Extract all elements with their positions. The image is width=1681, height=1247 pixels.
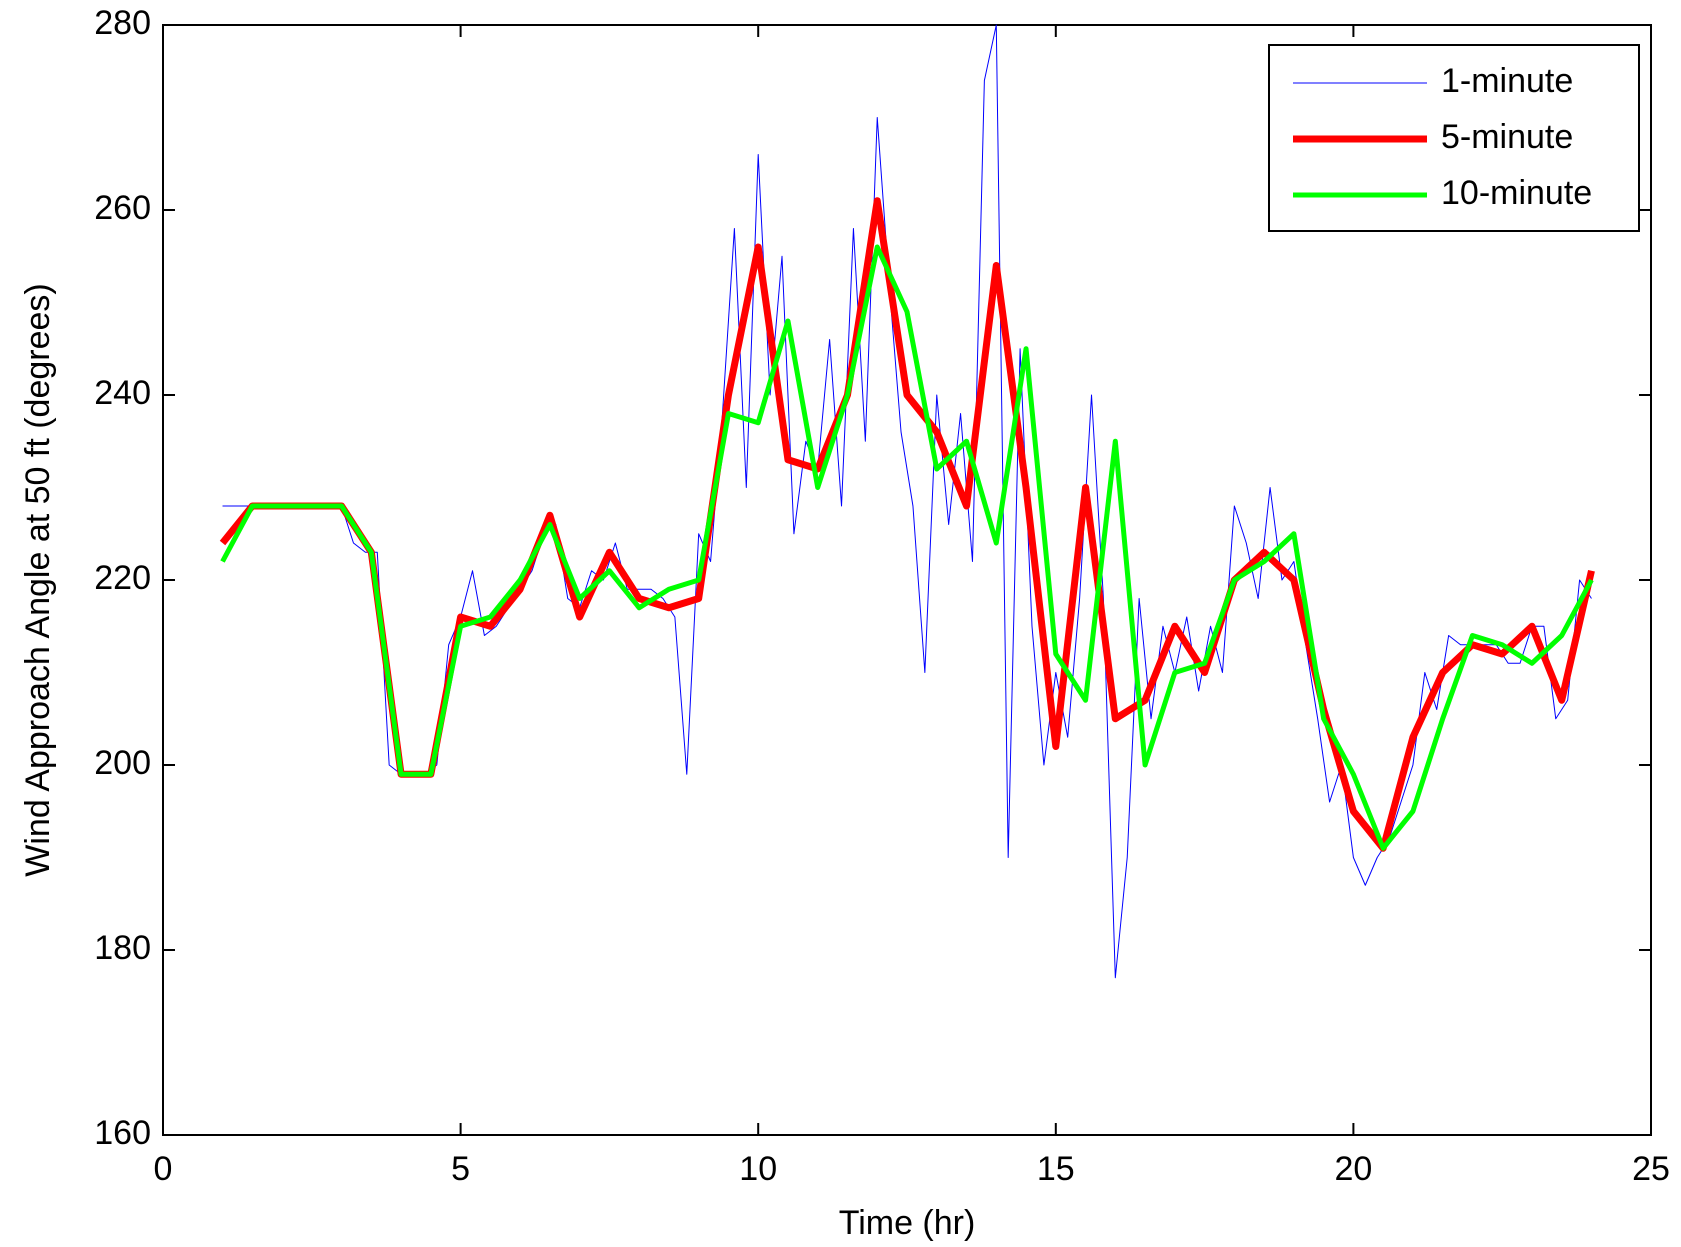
y-tick-label: 260 — [94, 189, 151, 227]
legend-label: 1-minute — [1441, 62, 1573, 100]
x-tick-label: 15 — [1037, 1150, 1075, 1188]
y-tick-label: 180 — [94, 929, 151, 967]
legend-label: 5-minute — [1441, 118, 1573, 156]
y-tick-label: 240 — [94, 374, 151, 412]
x-tick-label: 25 — [1632, 1150, 1670, 1188]
series-line — [222, 24, 1592, 979]
legend-label: 10-minute — [1441, 174, 1592, 212]
x-axis-label: Time (hr) — [839, 1204, 976, 1242]
y-axis-label: Wind Approach Angle at 50 ft (degrees) — [19, 283, 57, 876]
x-tick-label: 10 — [739, 1150, 777, 1188]
x-tick-label: 0 — [154, 1150, 173, 1188]
y-tick-label: 280 — [94, 4, 151, 42]
x-tick-label: 20 — [1334, 1150, 1372, 1188]
series-line — [220, 244, 1594, 851]
y-tick-label: 200 — [94, 744, 151, 782]
x-tick-label: 5 — [451, 1150, 470, 1188]
y-tick-label: 220 — [94, 559, 151, 597]
y-tick-label: 160 — [94, 1114, 151, 1152]
